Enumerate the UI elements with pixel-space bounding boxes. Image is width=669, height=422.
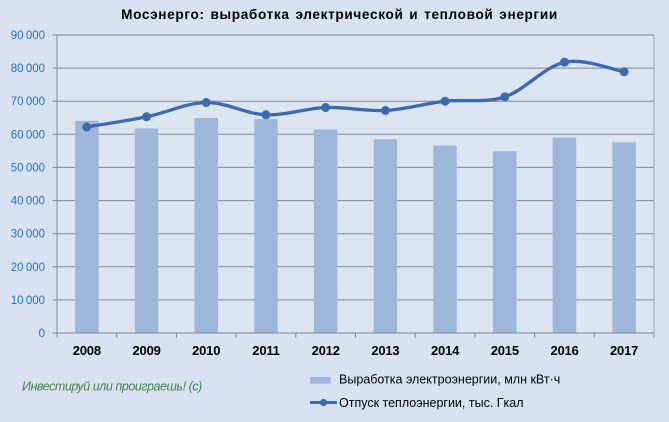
svg-text:90 000: 90 000 (11, 30, 45, 42)
svg-text:20 000: 20 000 (11, 262, 45, 274)
svg-text:2012: 2012 (312, 343, 340, 358)
svg-text:50 000: 50 000 (11, 162, 45, 174)
svg-text:10 000: 10 000 (11, 295, 45, 307)
svg-text:Мосэнерго: выработка электриче: Мосэнерго: выработка электрической и теп… (121, 7, 558, 22)
svg-text:0: 0 (39, 328, 45, 340)
svg-text:2015: 2015 (491, 343, 519, 358)
svg-text:2013: 2013 (371, 343, 399, 358)
svg-text:Отпуск теплоэнергии, тыс. Гкал: Отпуск теплоэнергии, тыс. Гкал (339, 396, 524, 410)
svg-text:70 000: 70 000 (11, 96, 45, 108)
svg-text:2016: 2016 (550, 343, 578, 358)
svg-text:2010: 2010 (192, 343, 220, 358)
svg-text:2017: 2017 (610, 343, 638, 358)
svg-text:Выработка электроэнергии, млн: Выработка электроэнергии, млн кВт·ч (339, 373, 560, 387)
svg-text:80 000: 80 000 (11, 63, 45, 75)
svg-text:30 000: 30 000 (11, 229, 45, 241)
svg-text:60 000: 60 000 (11, 129, 45, 141)
svg-text:Инвестируй или проиграешь! (с): Инвестируй или проиграешь! (с) (22, 380, 202, 394)
svg-text:2014: 2014 (431, 343, 460, 358)
svg-text:2008: 2008 (73, 343, 101, 358)
svg-text:2009: 2009 (133, 343, 161, 358)
svg-text:40 000: 40 000 (11, 196, 45, 208)
svg-text:2011: 2011 (252, 343, 279, 358)
